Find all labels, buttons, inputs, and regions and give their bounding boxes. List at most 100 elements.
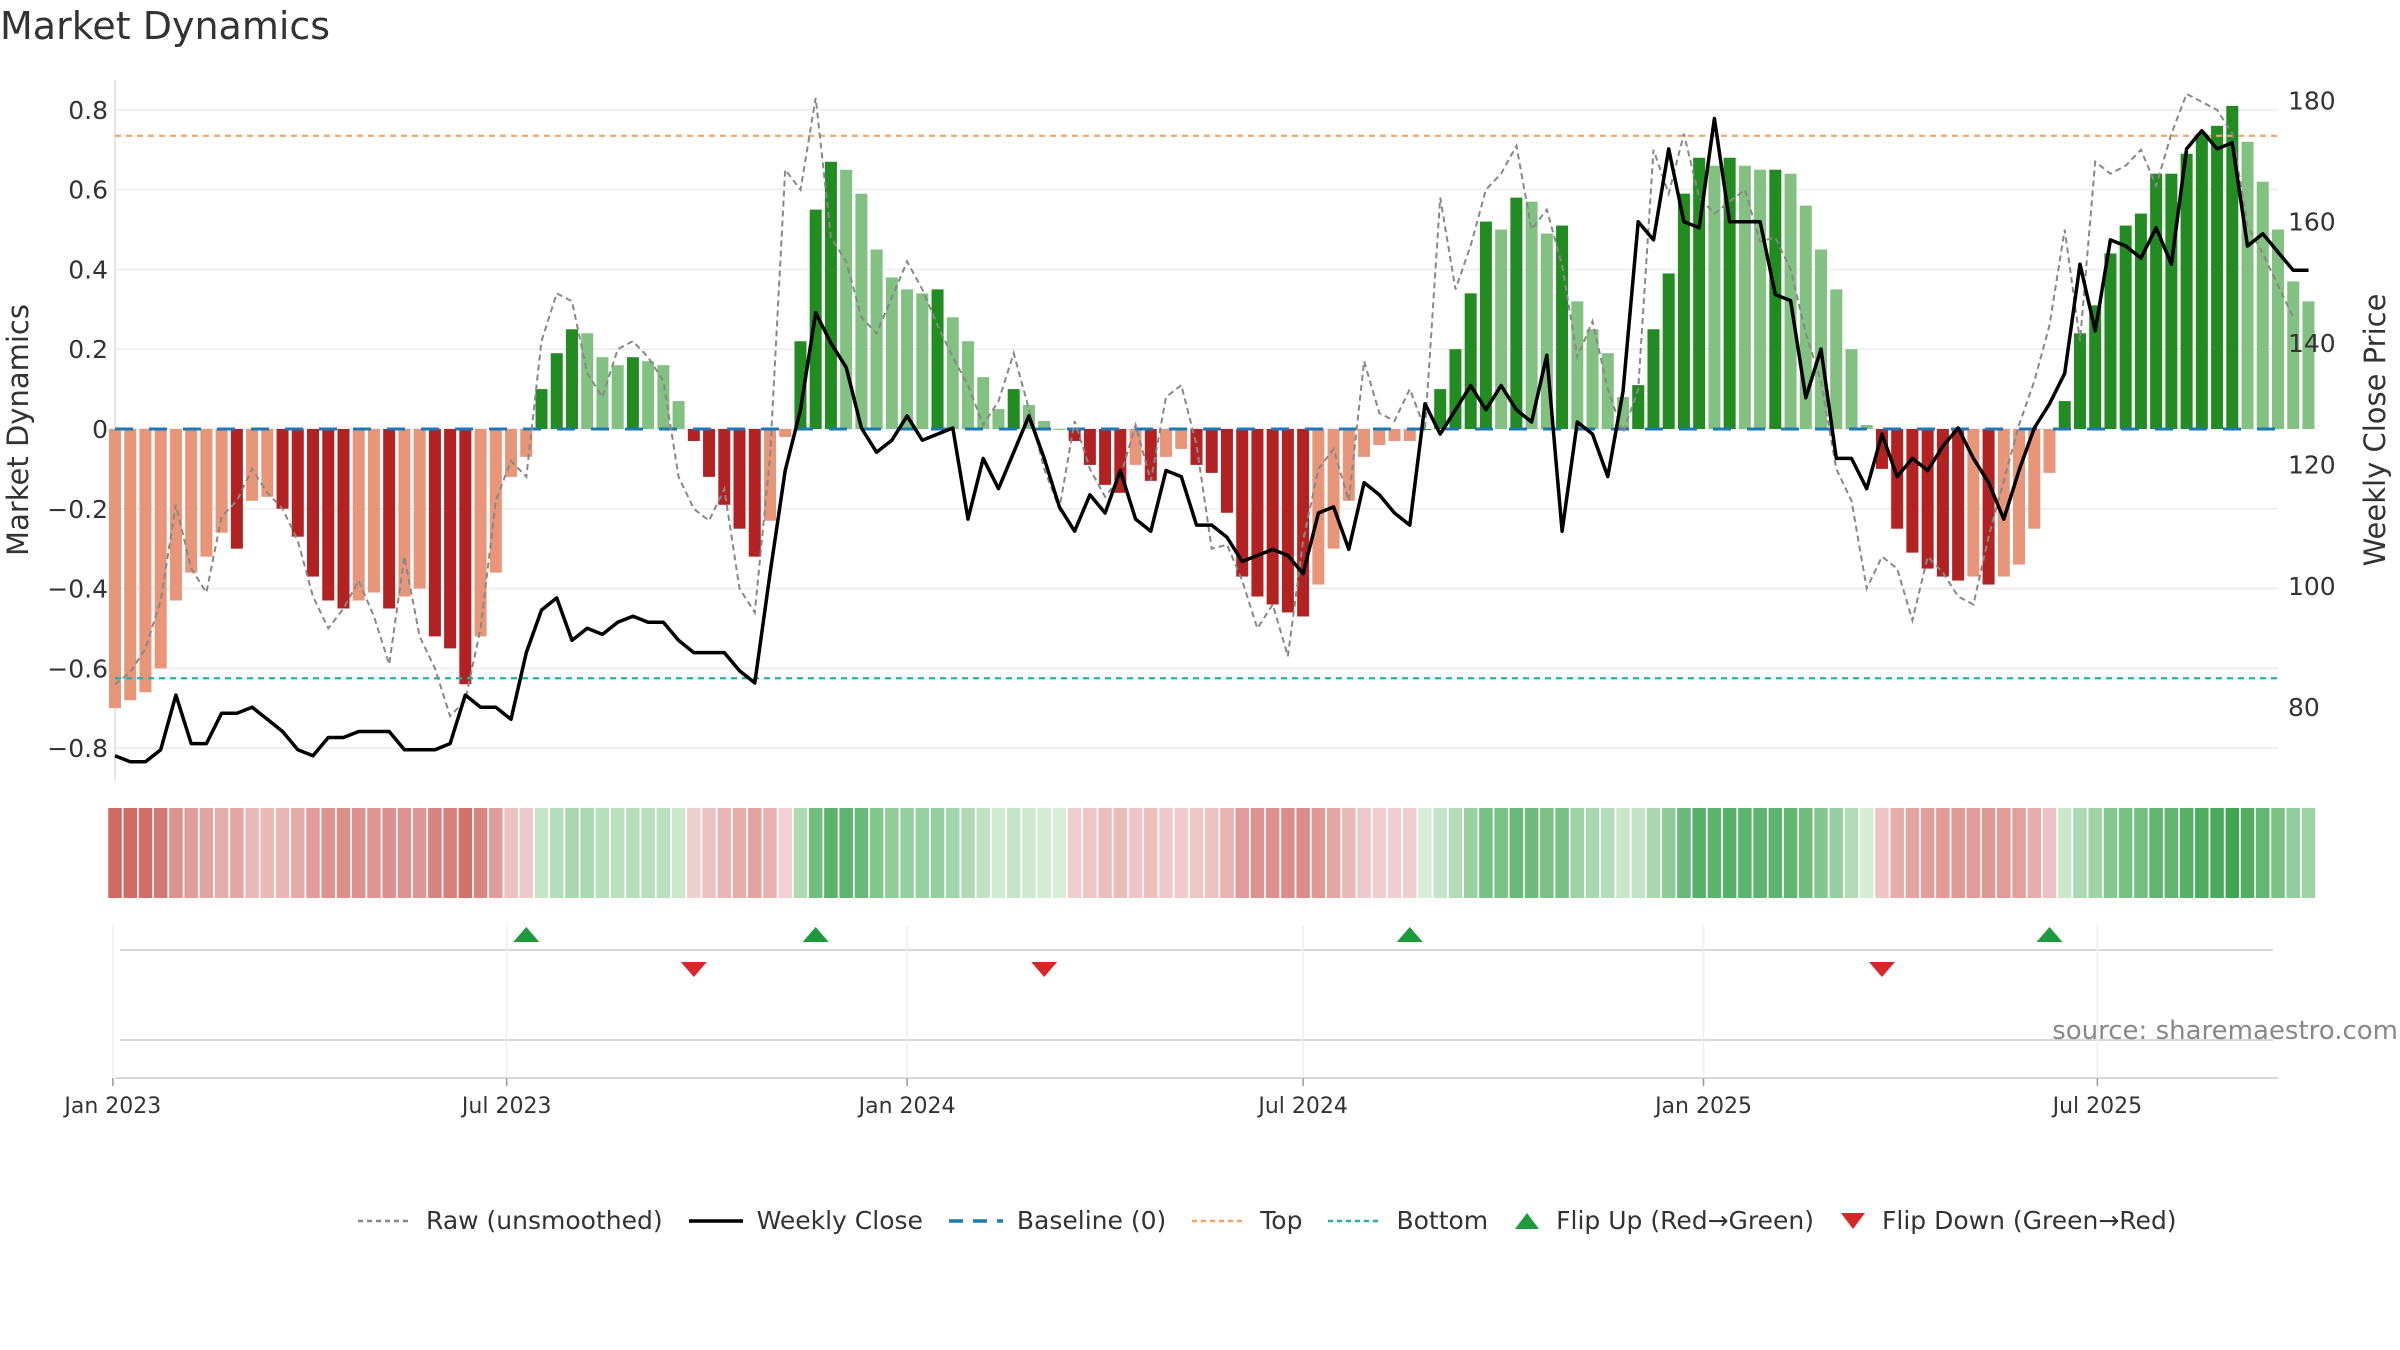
y2-tick-label: 180 xyxy=(2288,86,2336,115)
regime-band xyxy=(108,808,2316,898)
dynamics-bar xyxy=(1495,229,1508,429)
band-cell xyxy=(1661,808,1676,898)
band-cell xyxy=(1494,808,1508,898)
dynamics-bar xyxy=(291,428,304,537)
dynamics-bar xyxy=(550,353,563,429)
dynamics-bar xyxy=(2241,141,2254,429)
band-cell xyxy=(2210,808,2224,898)
dynamics-bar xyxy=(2028,428,2041,529)
flip-up-marker xyxy=(802,927,829,942)
band-cell xyxy=(1083,808,1097,898)
dynamics-bar xyxy=(1723,157,1736,429)
dynamics-bar xyxy=(169,428,182,601)
band-cell xyxy=(2103,808,2118,898)
dynamics-bar xyxy=(581,333,594,429)
dynamics-bar xyxy=(1068,428,1081,441)
dynamics-bar xyxy=(733,428,746,529)
band-cell xyxy=(1235,808,1249,898)
dynamics-bar xyxy=(1266,428,1279,605)
dynamics-bar xyxy=(2134,213,2147,429)
dynamics-bar xyxy=(2165,173,2178,429)
band-cell xyxy=(732,808,747,898)
band-cell xyxy=(1037,808,1051,898)
band-cell xyxy=(549,808,564,898)
band-cell xyxy=(1357,808,1371,898)
dynamics-bar xyxy=(2058,401,2071,429)
band-cell xyxy=(976,808,991,898)
flip-down-marker xyxy=(680,962,707,977)
band-cell xyxy=(839,808,853,898)
dynamics-bar xyxy=(1571,301,1584,429)
legend-baseline: Baseline (0) xyxy=(947,1206,1166,1235)
dynamics-bar xyxy=(444,428,457,649)
band-cell xyxy=(230,808,244,898)
dynamics-bar xyxy=(1936,428,1949,577)
band-cell xyxy=(1616,808,1630,898)
band-cell xyxy=(702,808,716,898)
dynamics-bar xyxy=(1632,385,1645,429)
dynamics-bar xyxy=(1342,428,1355,501)
y2-tick-label: 100 xyxy=(2288,572,2336,601)
dynamics-bar xyxy=(824,161,837,429)
dynamics-bar xyxy=(337,428,350,609)
dynamics-bar xyxy=(1403,428,1416,441)
x-tick-label: Jan 2025 xyxy=(1653,1094,1752,1119)
band-cell xyxy=(1601,808,1615,898)
band-cell xyxy=(1768,808,1783,898)
dynamics-bar xyxy=(124,428,137,701)
series-lines xyxy=(114,92,2309,764)
band-cell xyxy=(2271,808,2285,898)
band-cell xyxy=(915,808,930,898)
band-cell xyxy=(1281,808,1295,898)
dynamics-bar xyxy=(611,365,624,429)
band-cell xyxy=(1006,808,1021,898)
dynamics-bar xyxy=(230,428,243,549)
band-cell xyxy=(610,808,625,898)
legend-weekly-close: Weekly Close xyxy=(687,1206,923,1235)
y-tick-label: 0.6 xyxy=(68,176,108,205)
dynamics-bar xyxy=(2150,173,2163,429)
dynamics-bar xyxy=(2119,225,2132,429)
dynamics-bar xyxy=(459,428,472,685)
band-cell xyxy=(1692,808,1706,898)
legend-bottom-label: Bottom xyxy=(1396,1206,1489,1235)
dynamics-bar xyxy=(1525,201,1538,429)
dynamics-bar xyxy=(2043,428,2056,473)
y2-tick-label: 140 xyxy=(2288,329,2336,358)
band-cell xyxy=(458,808,473,898)
band-cell xyxy=(1722,808,1737,898)
dynamics-bar xyxy=(596,357,609,429)
band-cell xyxy=(930,808,945,898)
band-cell xyxy=(260,808,275,898)
legend: Raw (unsmoothed) Weekly Close Baseline (… xyxy=(356,1206,2201,1235)
band-cell xyxy=(2057,808,2072,898)
dynamics-bar xyxy=(520,428,533,457)
band-cell xyxy=(1387,808,1402,898)
band-cell xyxy=(1463,808,1478,898)
dynamics-bar xyxy=(1038,421,1051,429)
dynamics-bar xyxy=(154,428,167,669)
band-cell xyxy=(1783,808,1798,898)
band-cell xyxy=(138,808,153,898)
dynamics-bar xyxy=(1205,428,1218,473)
dynamics-bar xyxy=(2256,181,2269,429)
dynamics-bar xyxy=(307,428,320,577)
flip-up-marker xyxy=(1396,927,1423,942)
dynamics-bar xyxy=(901,289,914,429)
band-cell xyxy=(824,808,838,898)
band-cell xyxy=(2301,808,2316,898)
band-cell xyxy=(1555,808,1569,898)
band-cell xyxy=(412,808,427,898)
band-cell xyxy=(1753,808,1767,898)
flip-markers xyxy=(120,927,2273,1041)
legend-top: Top xyxy=(1190,1206,1302,1235)
band-cell xyxy=(1524,808,1539,898)
dynamics-bar xyxy=(763,428,777,521)
band-cell xyxy=(504,808,518,898)
dynamics-bar xyxy=(2104,253,2117,429)
legend-flip-up-label: Flip Up (Red→Green) xyxy=(1556,1206,1815,1235)
band-cell xyxy=(1098,808,1112,898)
dynamics-bar xyxy=(1830,289,1843,429)
y-tick-label: 0.4 xyxy=(68,255,108,284)
band-cell xyxy=(1707,808,1722,898)
